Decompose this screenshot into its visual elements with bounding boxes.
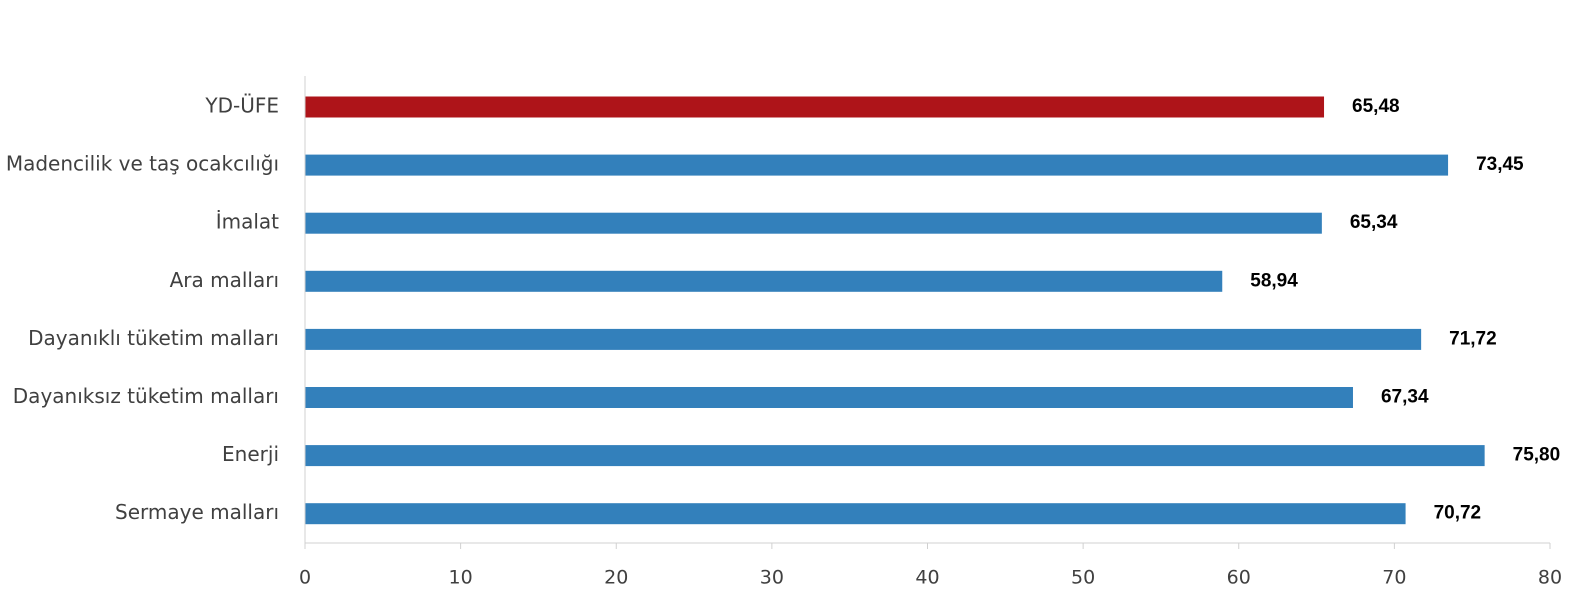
bars-group [305,96,1485,525]
bar-1 [305,154,1449,176]
category-label-6: Enerji [222,442,279,466]
category-label-0: YD-ÜFE [204,94,279,118]
bar-2 [305,212,1322,234]
category-label-5: Dayanıksız tüketim malları [13,384,279,408]
value-label-6: 75,80 [1513,445,1561,466]
category-label-4: Dayanıklı tüketim malları [28,326,279,350]
category-label-2: İmalat [216,210,279,234]
category-labels: YD-ÜFE Madencilik ve taş ocakcılığı İmalat… [6,94,279,525]
category-label-1: Madencilik ve taş ocakcılığı [6,152,279,176]
bar-3 [305,270,1223,292]
x-tick-label-0: 0 [299,567,311,589]
bar-7 [305,503,1406,525]
category-label-3: Ara malları [170,268,279,292]
x-axis-ticks: 0 10 20 30 40 50 60 70 80 [299,543,1562,589]
value-label-5: 67,34 [1381,387,1429,408]
value-label-4: 71,72 [1449,328,1497,349]
bar-5 [305,387,1353,408]
x-tick-label-6: 60 [1227,567,1251,589]
bar-0 [305,96,1325,118]
x-tick-label-2: 20 [604,567,628,589]
bar-4 [305,328,1422,350]
value-label-1: 73,45 [1476,154,1524,175]
value-label-3: 58,94 [1250,270,1298,291]
x-tick-label-1: 10 [449,567,473,589]
x-tick-label-7: 70 [1382,567,1406,589]
value-label-7: 70,72 [1434,503,1482,524]
value-label-0: 65,48 [1352,96,1400,117]
x-tick-label-5: 50 [1071,567,1095,589]
category-label-7: Sermaye malları [115,500,279,524]
x-tick-label-4: 40 [915,567,939,589]
x-tick-label-8: 80 [1538,567,1562,589]
x-tick-label-3: 30 [760,567,784,589]
value-labels: 65,48 73,45 65,34 58,94 71,72 67,34 75,80 70,72 [1250,96,1560,524]
bar-6 [305,445,1485,467]
value-label-2: 65,34 [1350,212,1398,233]
